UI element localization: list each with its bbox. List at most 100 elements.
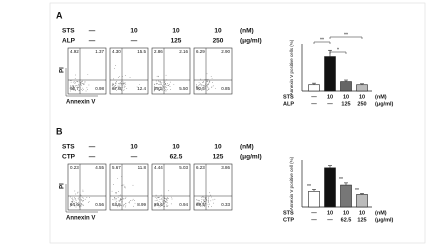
event-dot — [202, 89, 204, 91]
quadrant-value: 89.5 — [154, 86, 163, 91]
event-dot — [83, 204, 85, 206]
x-row-name: STS — [283, 210, 294, 216]
event-dot — [154, 205, 155, 207]
event-dot — [161, 82, 163, 83]
event-dot — [206, 73, 208, 75]
condition-value: 10 — [130, 28, 138, 35]
event-dot — [87, 89, 88, 90]
event-dot — [69, 205, 71, 207]
event-dot — [111, 190, 113, 192]
event-dot — [198, 89, 200, 91]
event-dot — [199, 202, 200, 204]
event-dot — [125, 83, 127, 85]
quadrant-value: 63.5 — [112, 202, 121, 207]
bar — [356, 194, 368, 208]
event-dot — [80, 84, 82, 86]
event-dot — [115, 81, 117, 82]
event-dot — [123, 83, 125, 85]
event-dot — [208, 200, 209, 201]
event-dot — [166, 204, 168, 206]
event-dot — [203, 204, 205, 206]
event-dot — [123, 204, 124, 206]
x-row-value: — — [311, 94, 317, 100]
event-dot — [73, 85, 75, 86]
event-dot — [74, 198, 76, 200]
event-dot — [74, 78, 76, 79]
condition-value: 10 — [172, 144, 180, 151]
event-dot — [118, 88, 119, 89]
event-dot — [211, 86, 213, 88]
event-dot — [72, 84, 73, 86]
event-dot — [206, 197, 207, 199]
event-dot — [158, 89, 160, 91]
condition-value: 10 — [214, 144, 222, 151]
event-dot — [81, 203, 82, 205]
event-dot — [75, 85, 77, 87]
event-dot — [74, 82, 76, 83]
event-dot — [83, 83, 85, 85]
event-dot — [164, 85, 166, 87]
event-dot — [157, 202, 159, 204]
event-dot — [200, 85, 202, 87]
event-dot — [196, 203, 198, 205]
event-dot — [70, 85, 72, 86]
event-dot — [82, 189, 84, 191]
bar — [324, 167, 336, 208]
event-dot — [72, 199, 74, 200]
event-dot — [77, 191, 79, 193]
quadrant-value: 8.99 — [137, 202, 146, 207]
event-dot — [70, 204, 71, 206]
event-dot — [71, 87, 73, 89]
event-dot — [201, 88, 203, 90]
event-dot — [76, 80, 78, 82]
event-dot — [125, 203, 127, 205]
x-row-value: 10 — [343, 210, 349, 216]
event-dot — [155, 83, 157, 85]
event-dot — [207, 89, 209, 90]
event-dot — [125, 198, 126, 199]
event-dot — [197, 86, 199, 88]
x-row-name: STS — [283, 94, 294, 100]
event-dot — [166, 89, 168, 90]
event-dot — [78, 204, 80, 206]
event-dot — [115, 199, 117, 201]
event-dot — [158, 80, 159, 82]
event-dot — [203, 200, 205, 201]
condition-value: 125 — [213, 154, 224, 161]
event-dot — [132, 184, 134, 186]
event-dot — [118, 204, 120, 205]
event-dot — [73, 203, 74, 204]
event-dot — [78, 206, 80, 208]
event-dot — [202, 82, 204, 83]
event-dot — [81, 81, 82, 83]
event-dot — [163, 204, 164, 205]
x-axis-label: Annexin V — [66, 216, 95, 222]
quadrant-value: 4.92 — [70, 49, 79, 54]
figure-border — [49, 2, 426, 244]
event-dot — [207, 81, 209, 82]
event-dot — [81, 196, 83, 198]
event-dot — [114, 88, 116, 89]
event-dot — [120, 194, 121, 196]
event-dot — [208, 87, 210, 89]
event-dot — [134, 202, 136, 204]
event-dot — [161, 199, 163, 200]
event-dot — [82, 197, 84, 199]
flow-plot — [109, 47, 149, 95]
event-dot — [155, 194, 157, 196]
panel-label: A — [56, 10, 63, 20]
event-dot — [160, 206, 162, 207]
event-dot — [200, 206, 201, 207]
event-dot — [204, 201, 206, 203]
event-dot — [119, 82, 121, 84]
event-dot — [203, 81, 204, 82]
event-dot — [156, 200, 158, 202]
event-dot — [124, 75, 126, 76]
event-dot — [164, 89, 166, 90]
event-dot — [154, 89, 155, 91]
event-dot — [114, 197, 115, 198]
event-dot — [159, 83, 161, 85]
event-dot — [198, 200, 200, 202]
x-row-value: 10 — [327, 94, 333, 100]
